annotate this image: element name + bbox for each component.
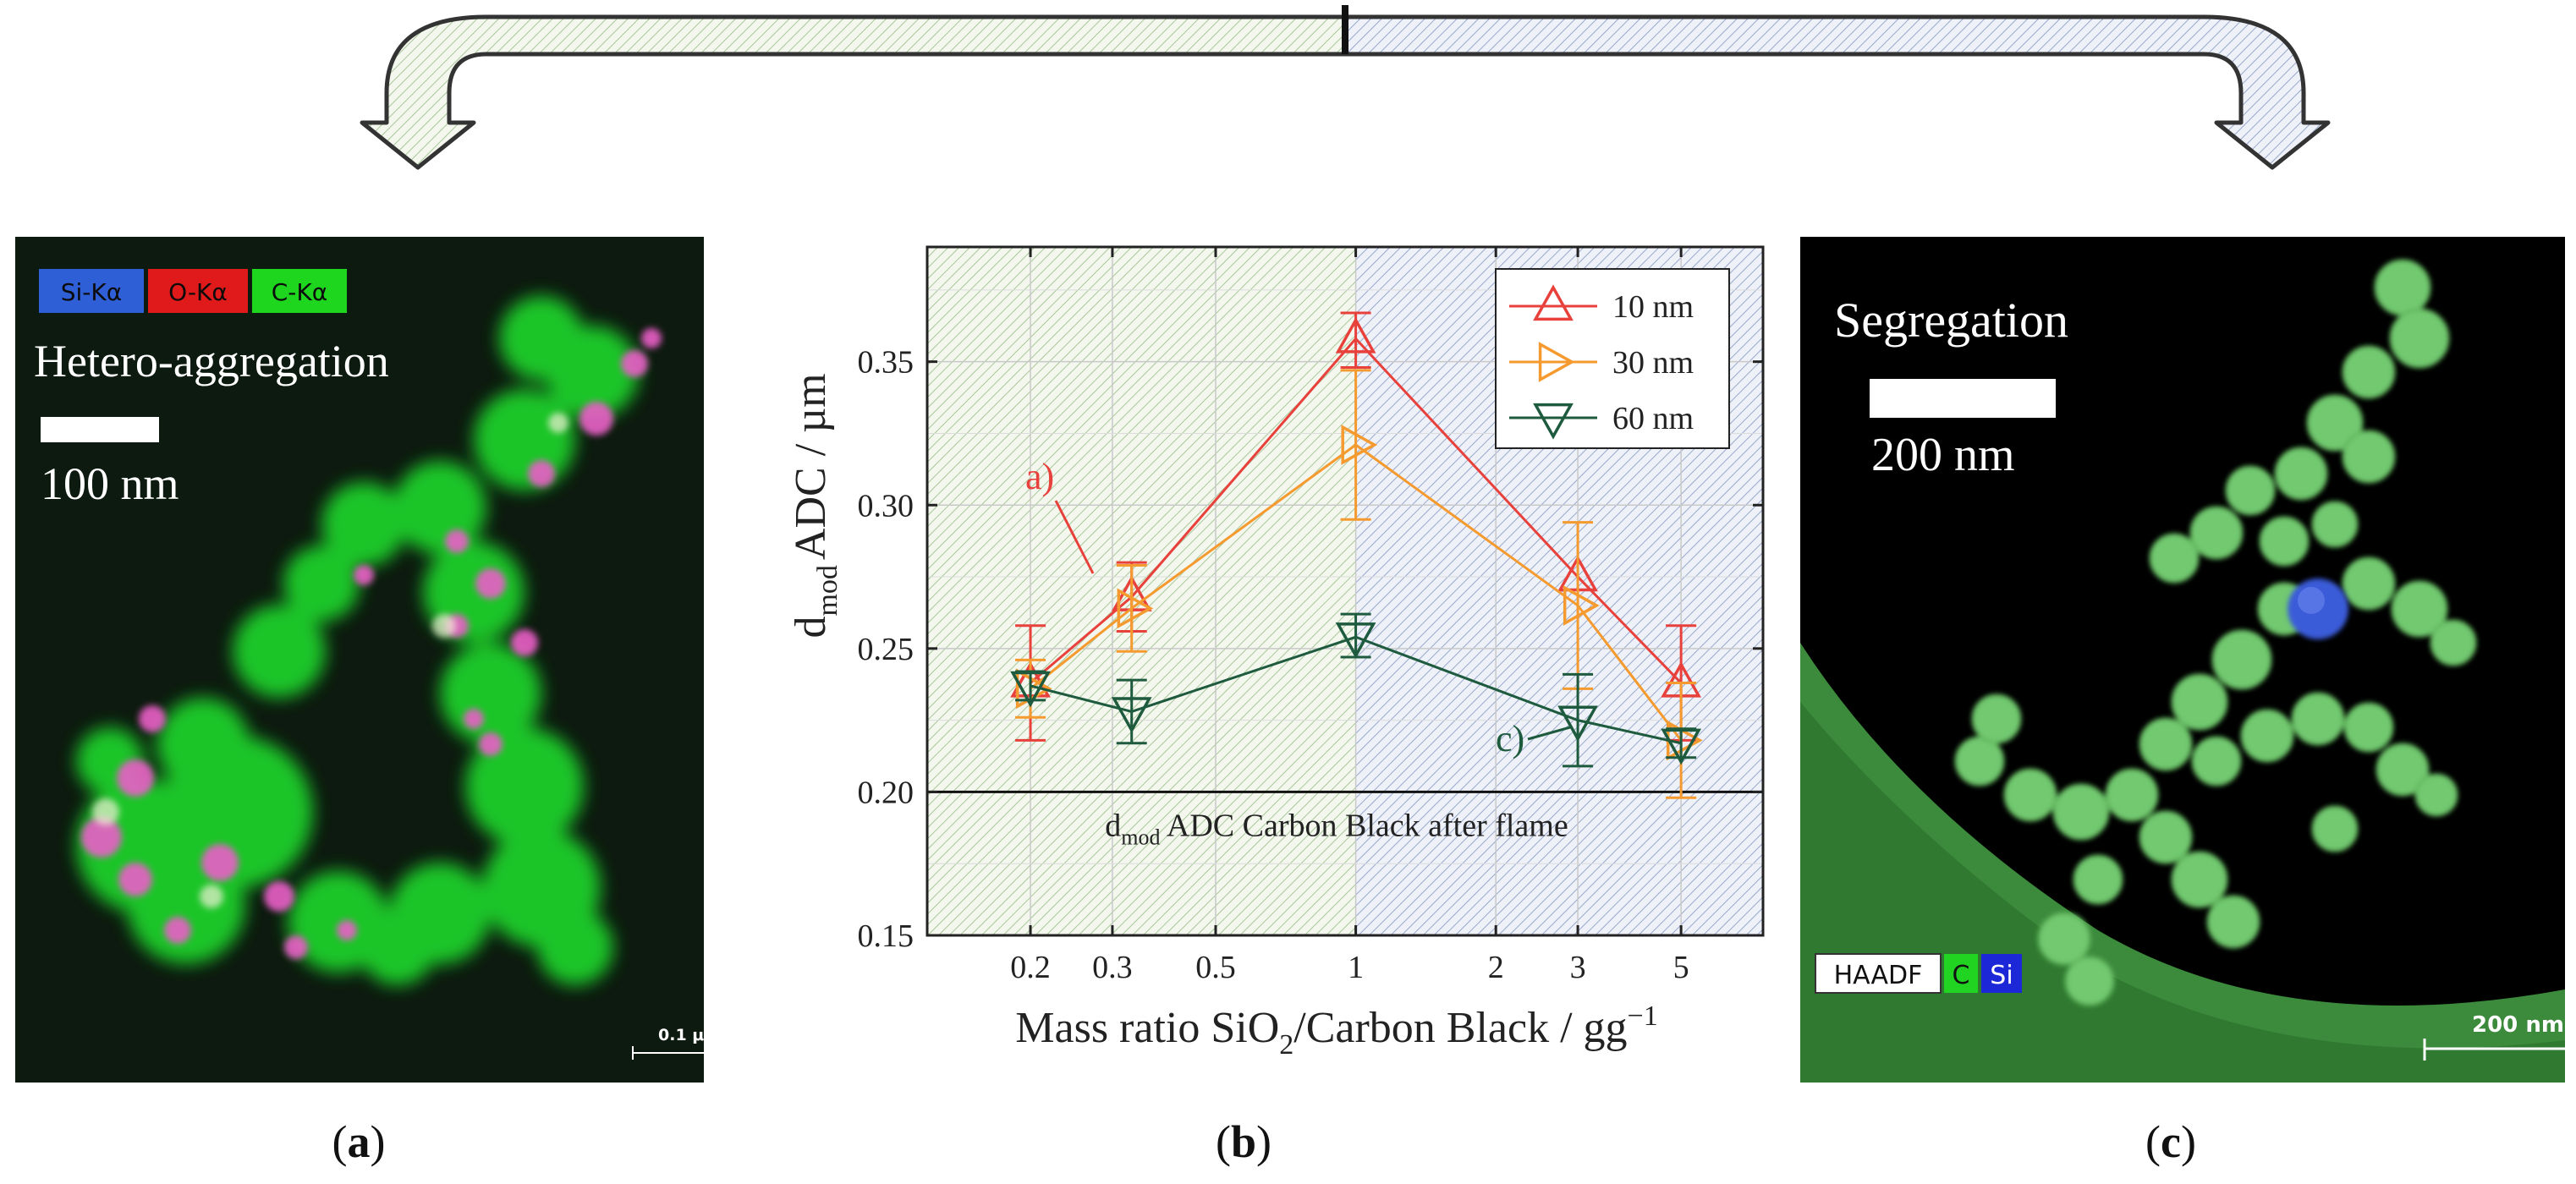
data-point-marker (1563, 585, 1600, 626)
panel-a-corner-scale-text: 0.1 μ (658, 1026, 704, 1044)
legend-entry-30-nm: 30 nm (1509, 342, 1694, 382)
legend-label-si: Si-Kα (61, 278, 122, 306)
data-point-marker (1557, 705, 1598, 743)
x-tick-label: 0.5 (1195, 950, 1236, 985)
series-60-nm (1010, 612, 1702, 768)
panel-a-legend: Si-Kα O-Kα C-Kα (39, 269, 347, 313)
legend-chip-si (39, 269, 144, 313)
edx-silica-signal (81, 328, 662, 959)
legend-label-c: C-Kα (272, 278, 327, 306)
legend-entry-10-nm: 10 nm (1509, 284, 1694, 325)
panel-a-title: Hetero-aggregation (34, 336, 389, 386)
y-tick-label: 0.25 (858, 632, 915, 667)
panel-c-scale-text: 200 nm (1871, 429, 2015, 481)
data-point-marker (1010, 671, 1051, 708)
chart-legend: 10 nm 30 nm 60 nm (1495, 268, 1730, 449)
y-tick-label: 0.35 (858, 345, 915, 381)
annotation-a-arrow (1054, 500, 1095, 574)
panel-c-corner-scale-text: 200 nm (2472, 1012, 2564, 1038)
legend-label-carbon: C (1953, 961, 1970, 990)
caption-c: (c) (2145, 1116, 2196, 1167)
data-point-marker (1335, 316, 1376, 354)
x-tick-label: 0.2 (1010, 950, 1051, 985)
panel-a-scale-text: 100 nm (41, 458, 179, 509)
legend-chip-c (252, 269, 347, 313)
annotation-c-arrow (1527, 726, 1571, 741)
legend-entry-60-nm: 60 nm (1509, 401, 1694, 440)
legend-label-haadf: HAADF (1834, 961, 1923, 990)
panel-a-corner-scale: 0.1 μ (632, 1026, 704, 1060)
data-point-marker (1341, 425, 1378, 465)
panel-c-legend: HAADF C Si (1815, 953, 2022, 994)
data-point-marker (1335, 622, 1376, 659)
legend-chip-silicon (1981, 954, 2022, 993)
legend-label: 30 nm (1612, 345, 1694, 381)
data-point-marker (1661, 728, 1702, 765)
caption-b: (b) (1216, 1116, 1272, 1167)
legend-label: 60 nm (1612, 401, 1694, 436)
arrow-right-branch (1343, 14, 2331, 170)
x-axis-title: Mass ratio SiO2/Carbon Black / gg−1 (1015, 1000, 1657, 1061)
y-axis-title: dmodADC / µm (787, 373, 843, 638)
data-point-marker (1538, 342, 1575, 382)
annotation-a: a) (1025, 456, 1054, 497)
x-tick-label: 1 (1348, 950, 1364, 985)
y-tick-label: 0.15 (858, 918, 915, 954)
panel-c-title: Segregation (1834, 293, 2068, 348)
data-point-marker (1117, 588, 1154, 629)
data-point-marker (1111, 697, 1152, 734)
legend-label-o: O-Kα (168, 278, 228, 306)
y-tick-label: 0.20 (858, 775, 915, 810)
x-tick-label: 3 (1570, 950, 1586, 985)
chart-series (1010, 311, 1703, 799)
y-tick-label: 0.30 (858, 488, 915, 523)
x-tick-label: 2 (1488, 950, 1504, 985)
legend-label-silicon: Si (1990, 961, 2013, 990)
caption-a: (a) (332, 1116, 386, 1167)
x-tick-label: 5 (1673, 950, 1689, 985)
panel-a-image: Si-Kα O-Kα C-Kα Hetero-aggregation 100 n… (15, 237, 704, 1083)
data-point-marker (1533, 403, 1574, 440)
data-point-marker (1533, 284, 1574, 321)
panel-b-chart: dmod ADC Carbon Black after flame 0.2 0.3… (787, 245, 1765, 1061)
legend-label: 10 nm (1612, 289, 1694, 325)
chart-reference-label: dmod ADC Carbon Black after flame (1105, 808, 1568, 849)
split-arrow (360, 5, 2331, 170)
panel-c-image: Segregation 200 nm HAADF C Si 200 nm (1800, 237, 2565, 1083)
arrow-left-branch (360, 14, 1348, 170)
x-tick-label: 0.3 (1092, 950, 1133, 985)
legend-chip-o (148, 269, 248, 313)
panel-c-corner-scale: 200 nm (2423, 1012, 2565, 1061)
panel-c-scale-bar (1870, 379, 2056, 418)
annotation-c: c) (1496, 718, 1524, 759)
chart-frame (925, 245, 1765, 937)
panel-a-scale-bar (41, 417, 159, 442)
legend-chip-carbon (1944, 954, 1978, 993)
edx-overlap-highlights (92, 413, 568, 908)
legend-chip-haadf (1815, 953, 1942, 994)
carbon-aggregate (1954, 259, 2477, 1006)
chart-ticks: 0.2 0.3 0.5 1 2 3 5 0.15 0.20 0.25 0.30 0.35 (858, 247, 1763, 985)
